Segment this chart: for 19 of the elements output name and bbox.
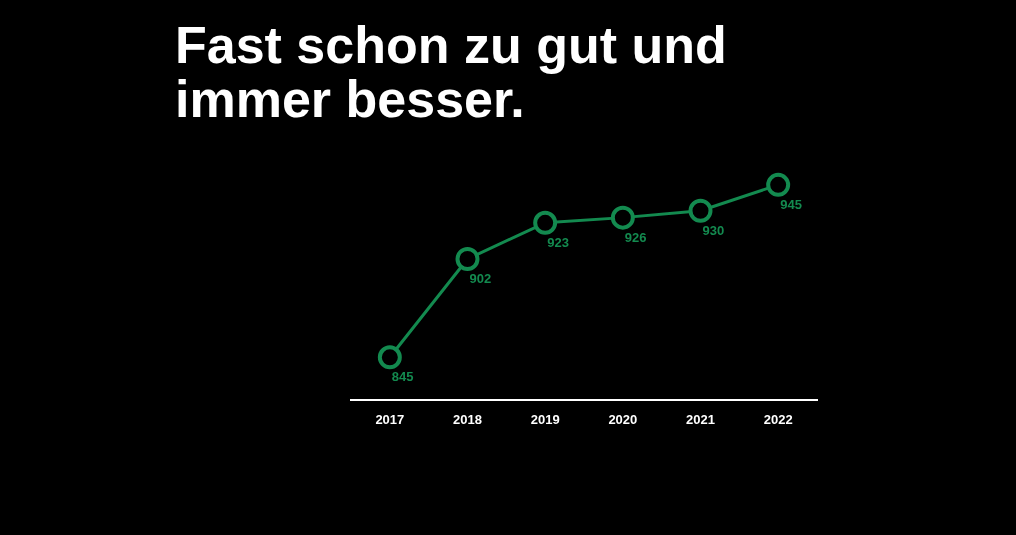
x-tick-label: 2020 [608, 411, 638, 427]
point [377, 345, 402, 370]
chart-title: Fast schon zu gut und immer besser. [175, 16, 728, 128]
data-label: 902 [469, 271, 492, 287]
point [533, 210, 558, 235]
x-tick-label: 2022 [763, 411, 793, 427]
point [610, 205, 635, 230]
data-label: 845 [391, 369, 414, 385]
data-label: 945 [780, 196, 802, 212]
point [688, 198, 713, 223]
x-tick-label: 2017 [375, 411, 405, 427]
point [766, 172, 791, 197]
point [455, 247, 480, 272]
data-label: 926 [624, 229, 647, 245]
data-label: 930 [702, 222, 725, 238]
data-label: 923 [547, 234, 569, 250]
x-tick-label: 2019 [530, 411, 560, 427]
x-tick-label: 2021 [686, 411, 715, 427]
x-tick-label: 2018 [453, 411, 482, 427]
